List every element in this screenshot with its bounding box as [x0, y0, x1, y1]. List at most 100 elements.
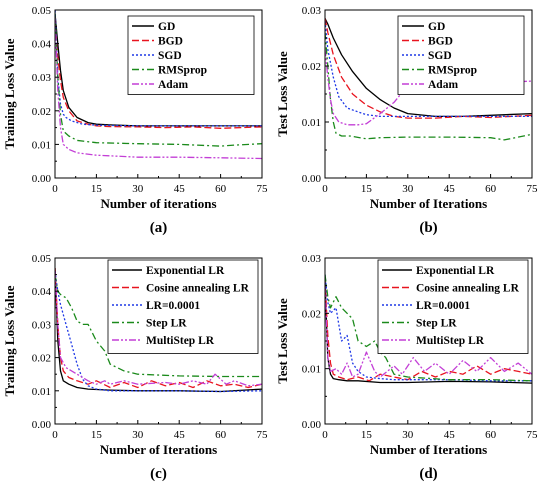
y-axis-label: Training Loss Value [2, 285, 17, 396]
y-tick-label: 0.02 [32, 353, 51, 365]
y-tick-label: 0.00 [32, 419, 52, 431]
chart-panel-2: 0 15 30 45 60 75 0.00 0.01 0.02 0.03 Number of Ite… [275, 5, 538, 236]
panel-label: (b) [419, 220, 437, 236]
x-tick-label: 0 [52, 429, 58, 441]
legend: Exponential LR Cosine annealing LR LR=0.00… [377, 259, 529, 354]
series-line-2 [325, 18, 532, 119]
legend-label: LR=0.0001 [146, 300, 200, 312]
legend-label: Exponential LR [146, 265, 225, 277]
y-tick-label: 0.02 [302, 61, 321, 73]
x-tick-label: 60 [215, 429, 227, 441]
series-line-1 [55, 267, 262, 393]
y-axis-label: Training Loss Value [2, 38, 17, 149]
y-axis-label: Test Loss Value [275, 298, 290, 384]
series-group [325, 274, 532, 384]
legend-label: GD [158, 21, 175, 33]
series-line-4 [55, 13, 262, 147]
x-tick-label: 45 [444, 429, 456, 441]
x-tick-label: 30 [132, 429, 144, 441]
y-tick-label: 0.04 [32, 286, 52, 298]
legend-label: RMSprop [158, 65, 207, 77]
series-line-4 [325, 274, 532, 382]
legend-label: SGD [158, 50, 182, 62]
legend-label: SGD [428, 50, 452, 62]
series-line-2 [325, 280, 532, 382]
legend-label: Adam [428, 79, 458, 91]
series-group [55, 10, 262, 160]
x-tick-label: 75 [527, 183, 539, 195]
x-axis-label: Number of Iterations [370, 442, 487, 457]
x-tick-label: 30 [132, 183, 144, 195]
y-tick-label: 0.01 [302, 117, 321, 129]
y-tick-label: 0.00 [32, 173, 52, 185]
panel-label: (d) [419, 466, 437, 482]
legend-label: Cosine annealing LR [416, 283, 520, 295]
x-tick-label: 75 [257, 183, 269, 195]
y-tick-label: 0.01 [32, 386, 51, 398]
y-tick-label: 0.03 [32, 72, 52, 84]
x-tick-label: 75 [257, 429, 269, 441]
chart-panel-4: 0 15 30 45 60 75 0.00 0.01 0.02 0.03 Number of Ite… [275, 253, 538, 482]
y-axis-label: Test Loss Value [275, 51, 290, 137]
series-line-5 [55, 16, 262, 160]
legend-box [107, 259, 259, 354]
legend-label: GD [428, 21, 445, 33]
x-tick-label: 15 [91, 429, 103, 441]
series-line-5 [325, 285, 532, 378]
x-tick-label: 0 [52, 183, 58, 195]
legend-label: RMSprop [428, 65, 477, 77]
legend-label: MultiStep LR [416, 335, 485, 347]
legend-label: Step LR [416, 318, 457, 330]
series-group [325, 18, 532, 141]
legend-label: Step LR [146, 318, 187, 330]
x-axis-label: Number of iterations [100, 196, 216, 211]
x-tick-label: 0 [322, 183, 328, 195]
series-line-5 [55, 271, 262, 387]
x-tick-label: 60 [215, 183, 227, 195]
x-tick-label: 75 [527, 429, 539, 441]
legend-label: BGD [158, 36, 183, 48]
series-line-1 [55, 13, 262, 127]
y-tick-label: 0.02 [32, 106, 51, 118]
x-tick-label: 15 [91, 183, 103, 195]
legend-label: BGD [428, 36, 453, 48]
legend-label: MultiStep LR [146, 335, 215, 347]
legend-box [377, 259, 529, 354]
y-tick-label: 0.03 [302, 5, 322, 17]
series-line-3 [325, 274, 532, 382]
x-tick-label: 60 [485, 183, 497, 195]
series-line-4 [55, 274, 262, 378]
y-tick-label: 0.04 [32, 39, 52, 51]
x-tick-label: 30 [402, 183, 414, 195]
series-line-2 [55, 23, 262, 129]
legend-box [127, 15, 255, 95]
x-tick-label: 15 [361, 183, 373, 195]
chart-panel-1: 0 15 30 45 60 75 0.00 0.01 0.02 0.03 0.04 0.05 Numbe… [2, 5, 268, 236]
y-tick-label: 0.00 [302, 173, 322, 185]
x-tick-label: 45 [174, 429, 186, 441]
legend: GD BGD SGD RMSprop Adam [397, 15, 525, 95]
y-tick-label: 0.03 [302, 253, 322, 265]
legend-label: Exponential LR [416, 265, 495, 277]
x-axis-label: Number of Iterations [370, 196, 487, 211]
y-tick-label: 0.01 [32, 139, 51, 151]
series-line-3 [325, 21, 532, 118]
x-axis-label: Number of Iterations [100, 442, 217, 457]
y-tick-label: 0.05 [32, 5, 52, 17]
legend: GD BGD SGD RMSprop Adam [127, 15, 255, 95]
x-tick-label: 45 [444, 183, 456, 195]
x-tick-label: 0 [322, 429, 328, 441]
legend-label: Cosine annealing LR [146, 283, 250, 295]
legend-label: Adam [158, 79, 188, 91]
y-tick-label: 0.05 [32, 253, 52, 265]
chart-panel-3: 0 15 30 45 60 75 0.00 0.01 0.02 0.03 0.04 0.05 Numbe… [2, 253, 268, 482]
legend-box [397, 15, 525, 95]
legend: Exponential LR Cosine annealing LR LR=0.00… [107, 259, 259, 354]
y-tick-label: 0.01 [302, 364, 321, 376]
series-line-5 [325, 49, 532, 126]
legend-label: LR=0.0001 [416, 300, 470, 312]
y-tick-label: 0.00 [302, 419, 322, 431]
series-group [55, 267, 262, 393]
x-tick-label: 30 [402, 429, 414, 441]
y-tick-label: 0.02 [302, 308, 321, 320]
